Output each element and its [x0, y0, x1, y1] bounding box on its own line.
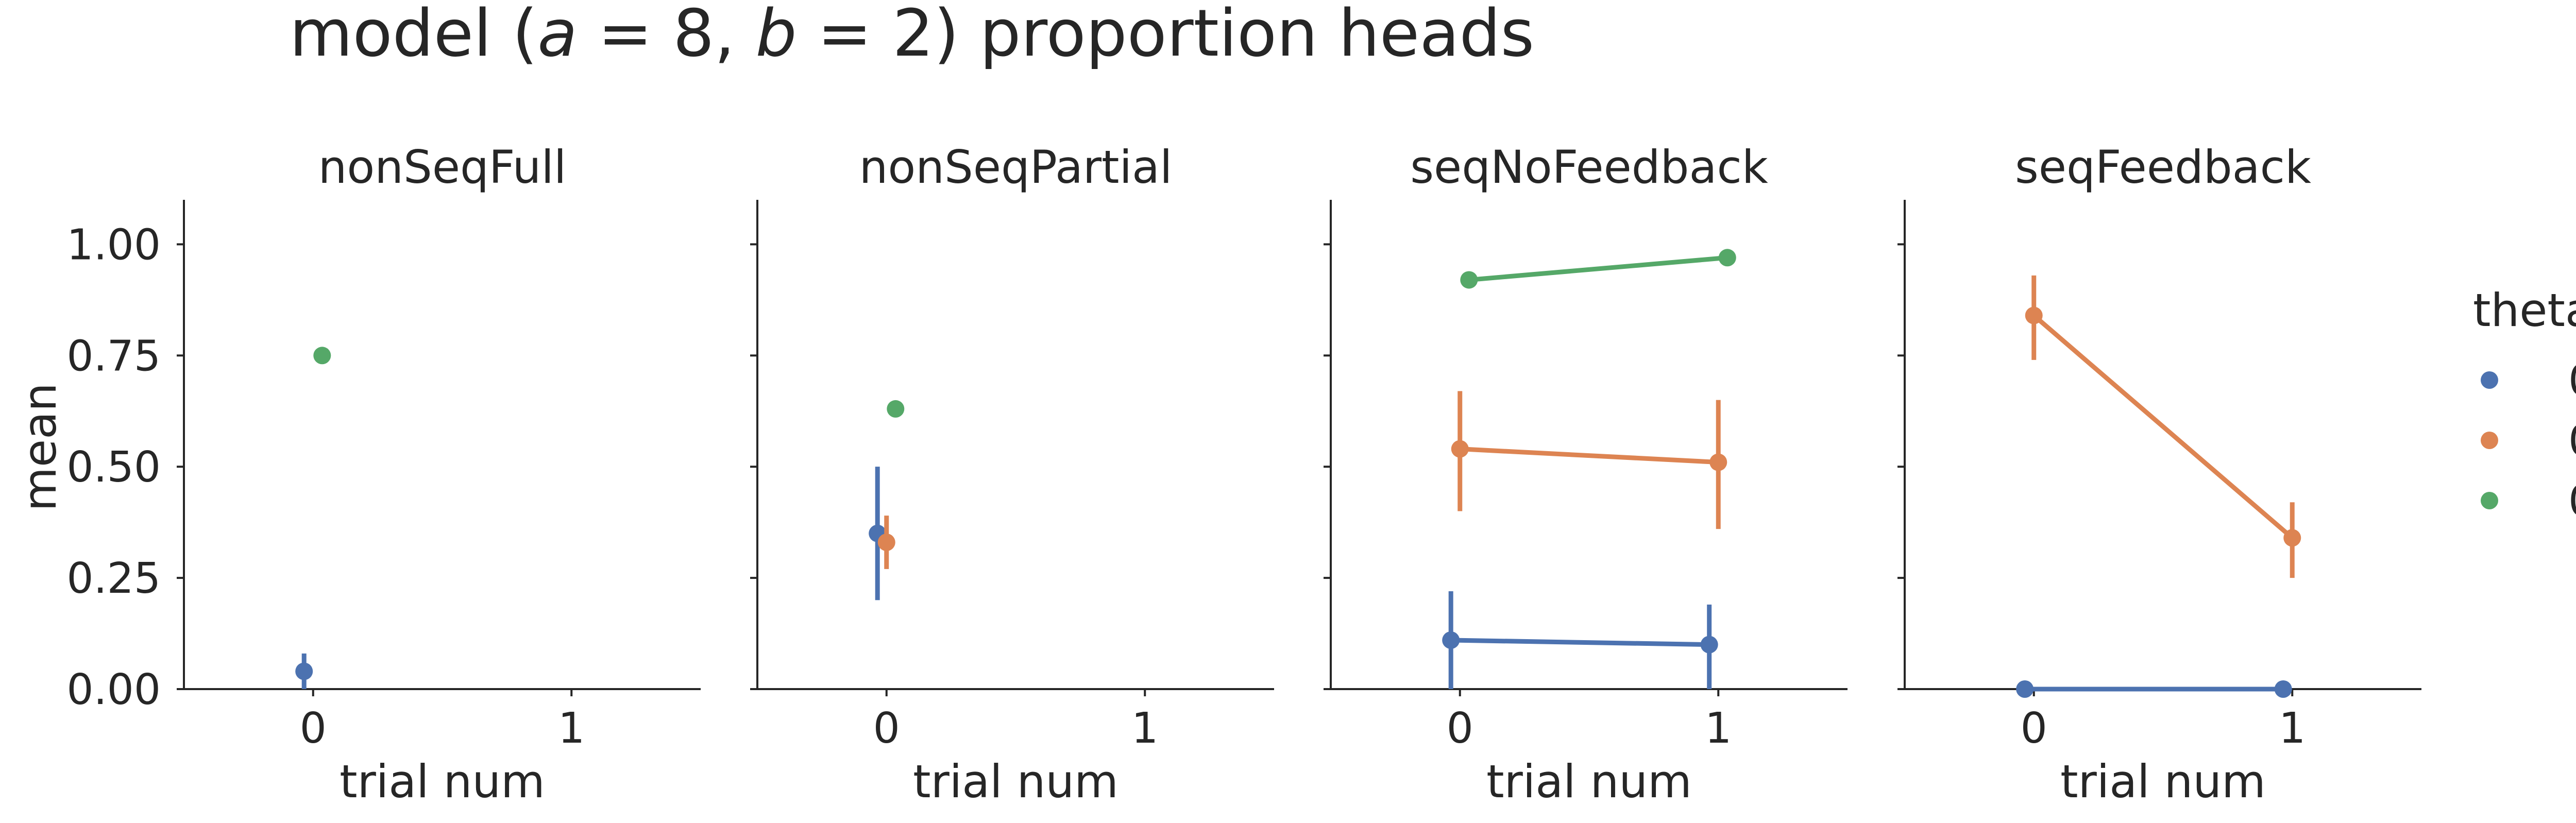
facet-panel: seqFeedback 0 1 trial num — [1897, 141, 2421, 808]
series-line — [1451, 638, 1709, 647]
data-point — [1442, 631, 1460, 649]
data-point — [1718, 249, 1736, 267]
legend-entry: 0.8 — [2481, 477, 2576, 526]
chart-title-prefix: model ( — [290, 0, 538, 71]
chart-title: model (a = 8, b = 2) proportion heads — [290, 0, 1534, 71]
series-theta-0.5 — [1451, 391, 1727, 529]
x-tick-label: 0 — [2021, 704, 2047, 753]
series-line — [1460, 447, 1719, 465]
series-theta-0.8 — [887, 400, 905, 418]
data-point — [877, 534, 895, 551]
series-theta-0.8 — [313, 347, 331, 365]
facet-title: seqNoFeedback — [1410, 141, 1768, 194]
data-point — [1700, 636, 1718, 654]
series-line — [1468, 255, 1728, 282]
facet-panel: nonSeqPartial 0 1 trial num — [750, 141, 1274, 808]
facet-panel: seqNoFeedback 0 1 trial num — [1324, 141, 1848, 808]
x-tick-label: 0 — [1447, 704, 1473, 753]
chart-title-b-variable: b — [756, 0, 797, 71]
chart-title-b-equation: = 2) — [797, 0, 959, 71]
x-tick-label: 0 — [300, 704, 327, 753]
facet-title: nonSeqPartial — [859, 141, 1173, 194]
y-axis-label: mean — [13, 383, 66, 511]
data-point — [1460, 271, 1478, 289]
chart-title-suffix: proportion heads — [959, 0, 1535, 71]
legend: theta 0.2 0.5 0.8 — [2473, 284, 2576, 526]
legend-label: 0.2 — [2568, 356, 2576, 405]
legend-entry: 0.5 — [2481, 417, 2576, 466]
data-point — [2016, 680, 2034, 698]
data-point — [2025, 306, 2043, 324]
legend-marker — [2481, 432, 2498, 449]
x-tick-label: 1 — [1705, 704, 1732, 753]
series-theta-0.2 — [869, 467, 887, 601]
chart-title-a-variable: a — [537, 0, 577, 71]
data-point — [887, 400, 905, 418]
x-tick-label: 1 — [1131, 704, 1158, 753]
legend-label: 0.5 — [2568, 417, 2576, 466]
x-tick-label: 1 — [2279, 704, 2306, 753]
legend-marker — [2481, 371, 2498, 389]
series-line — [2032, 314, 2294, 540]
legend-title: theta — [2473, 284, 2576, 337]
data-point — [1451, 440, 1469, 458]
series-theta-0.2 — [2016, 680, 2292, 698]
data-point — [295, 662, 313, 680]
facet-panel: nonSeqFull 0 1 trial num 0.00 0.25 0.50 0.75 1.0… — [66, 141, 701, 808]
facet-title: seqFeedback — [2015, 141, 2311, 194]
y-tick-label: 0.50 — [66, 443, 161, 492]
legend-entry: 0.2 — [2481, 356, 2576, 405]
series-theta-0.5 — [2025, 275, 2301, 578]
series-theta-0.8 — [1460, 249, 1736, 289]
data-point — [1709, 453, 1727, 471]
x-tick-label: 0 — [873, 704, 900, 753]
data-point — [2274, 680, 2292, 698]
x-axis-label: trial num — [913, 755, 1118, 808]
data-point — [313, 347, 331, 365]
series-theta-0.2 — [1442, 591, 1718, 689]
x-tick-label: 1 — [558, 704, 585, 753]
y-tick-label: 0.75 — [66, 332, 161, 381]
series-theta-0.5 — [877, 516, 895, 569]
chart-title-a-equation: = 8, — [578, 0, 756, 71]
y-tick-label: 1.00 — [66, 220, 161, 269]
y-tick-label: 0.00 — [66, 665, 161, 714]
legend-label: 0.8 — [2568, 477, 2576, 526]
series-theta-0.2 — [295, 653, 313, 689]
data-point — [2283, 529, 2301, 547]
x-axis-label: trial num — [1486, 755, 1692, 808]
x-axis-label: trial num — [2060, 755, 2266, 808]
facet-panels: nonSeqFull 0 1 trial num 0.00 0.25 0.50 0.75 1.0… — [66, 141, 2421, 808]
legend-marker — [2481, 492, 2498, 509]
facet-title: nonSeqFull — [318, 141, 567, 194]
x-axis-label: trial num — [340, 755, 545, 808]
y-tick-label: 0.25 — [66, 554, 161, 603]
